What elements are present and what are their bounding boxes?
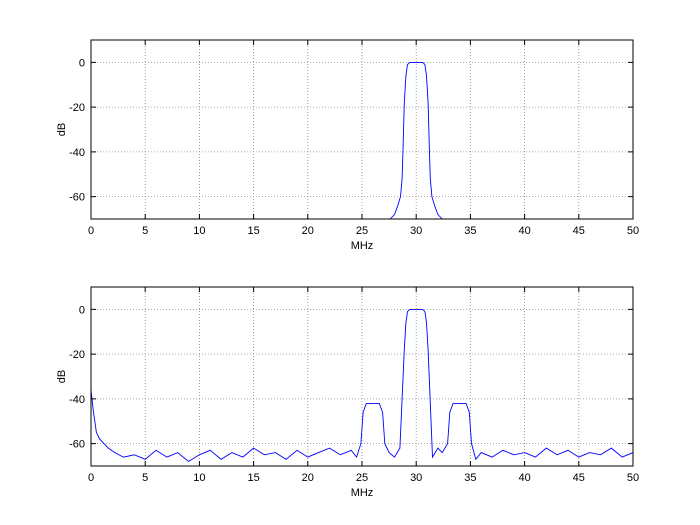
x-tick-label: 30 — [410, 472, 422, 484]
x-tick-label: 20 — [302, 225, 314, 237]
x-tick-label: 5 — [142, 225, 148, 237]
x-tick-label: 50 — [627, 225, 639, 237]
x-tick-label: 10 — [193, 472, 205, 484]
x-axis-label: MHz — [351, 240, 374, 252]
y-axis-label: dB — [56, 370, 68, 383]
x-tick-label: 15 — [247, 472, 259, 484]
x-tick-label: 20 — [302, 472, 314, 484]
top-plot: 0 5 10 15 20 25 30 35 40 45 50 0 -20 -40 -60 MHz dB — [56, 39, 639, 252]
y-axis-label: dB — [56, 123, 68, 136]
x-tick-label: 10 — [193, 225, 205, 237]
x-tick-label: 50 — [627, 472, 639, 484]
y-tick-label: -60 — [69, 192, 85, 204]
y-tick-label: -20 — [69, 102, 85, 114]
y-tick-label: -60 — [69, 439, 85, 451]
x-tick-label: 35 — [464, 225, 476, 237]
x-tick-label: 45 — [573, 472, 585, 484]
x-tick-label: 30 — [410, 225, 422, 237]
x-tick-label: 5 — [142, 472, 148, 484]
x-tick-label: 0 — [88, 472, 94, 484]
x-tick-label: 35 — [464, 472, 476, 484]
x-tick-label: 25 — [356, 472, 368, 484]
y-tick-label: -40 — [69, 147, 85, 159]
series-line — [91, 308, 633, 463]
x-tick-label: 25 — [356, 225, 368, 237]
x-tick-label: 15 — [247, 225, 259, 237]
x-tick-label: 0 — [88, 225, 94, 237]
y-tick-label: -40 — [69, 394, 85, 406]
bottom-plot: 0 5 10 15 20 25 30 35 40 45 50 0 -20 -40 -60 MHz dB — [56, 286, 639, 499]
y-tick-label: 0 — [79, 304, 85, 316]
y-tick-label: 0 — [79, 57, 85, 69]
x-axis-label: MHz — [351, 487, 374, 499]
x-tick-label: 40 — [518, 472, 530, 484]
x-tick-label: 40 — [518, 225, 530, 237]
y-tick-label: -20 — [69, 349, 85, 361]
x-tick-label: 45 — [573, 225, 585, 237]
series-line — [389, 61, 443, 219]
